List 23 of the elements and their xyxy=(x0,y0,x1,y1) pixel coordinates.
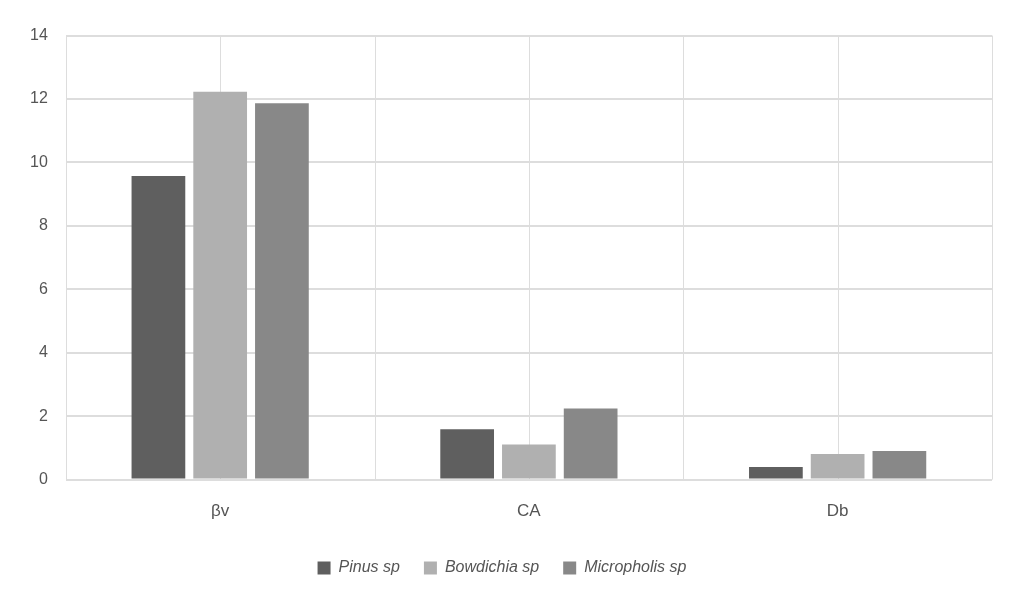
y-tick-label: 0 xyxy=(38,470,48,488)
y-tick-label: 10 xyxy=(30,152,48,170)
x-tick-label: Db xyxy=(826,501,849,521)
legend-label: Bowdichia sp xyxy=(444,558,540,576)
bar xyxy=(193,91,248,479)
legend-label: Pinus sp xyxy=(338,558,401,576)
bar xyxy=(810,453,865,479)
y-tick-label: 4 xyxy=(38,343,48,361)
bar xyxy=(255,103,309,479)
bar xyxy=(563,408,618,479)
x-tick-label: βv xyxy=(211,501,230,521)
y-tick-label: 12 xyxy=(30,89,48,107)
y-tick-label: 2 xyxy=(38,406,48,424)
x-tick-label: CA xyxy=(517,501,542,521)
y-tick-label: 6 xyxy=(38,279,48,297)
bar xyxy=(749,466,803,479)
bar xyxy=(440,429,495,479)
legend-label: Micropholis sp xyxy=(584,558,687,576)
y-tick-label: 8 xyxy=(38,216,48,234)
bar xyxy=(502,444,556,479)
bar xyxy=(872,451,927,479)
y-tick-label: 14 xyxy=(30,26,48,44)
bar xyxy=(131,176,186,479)
